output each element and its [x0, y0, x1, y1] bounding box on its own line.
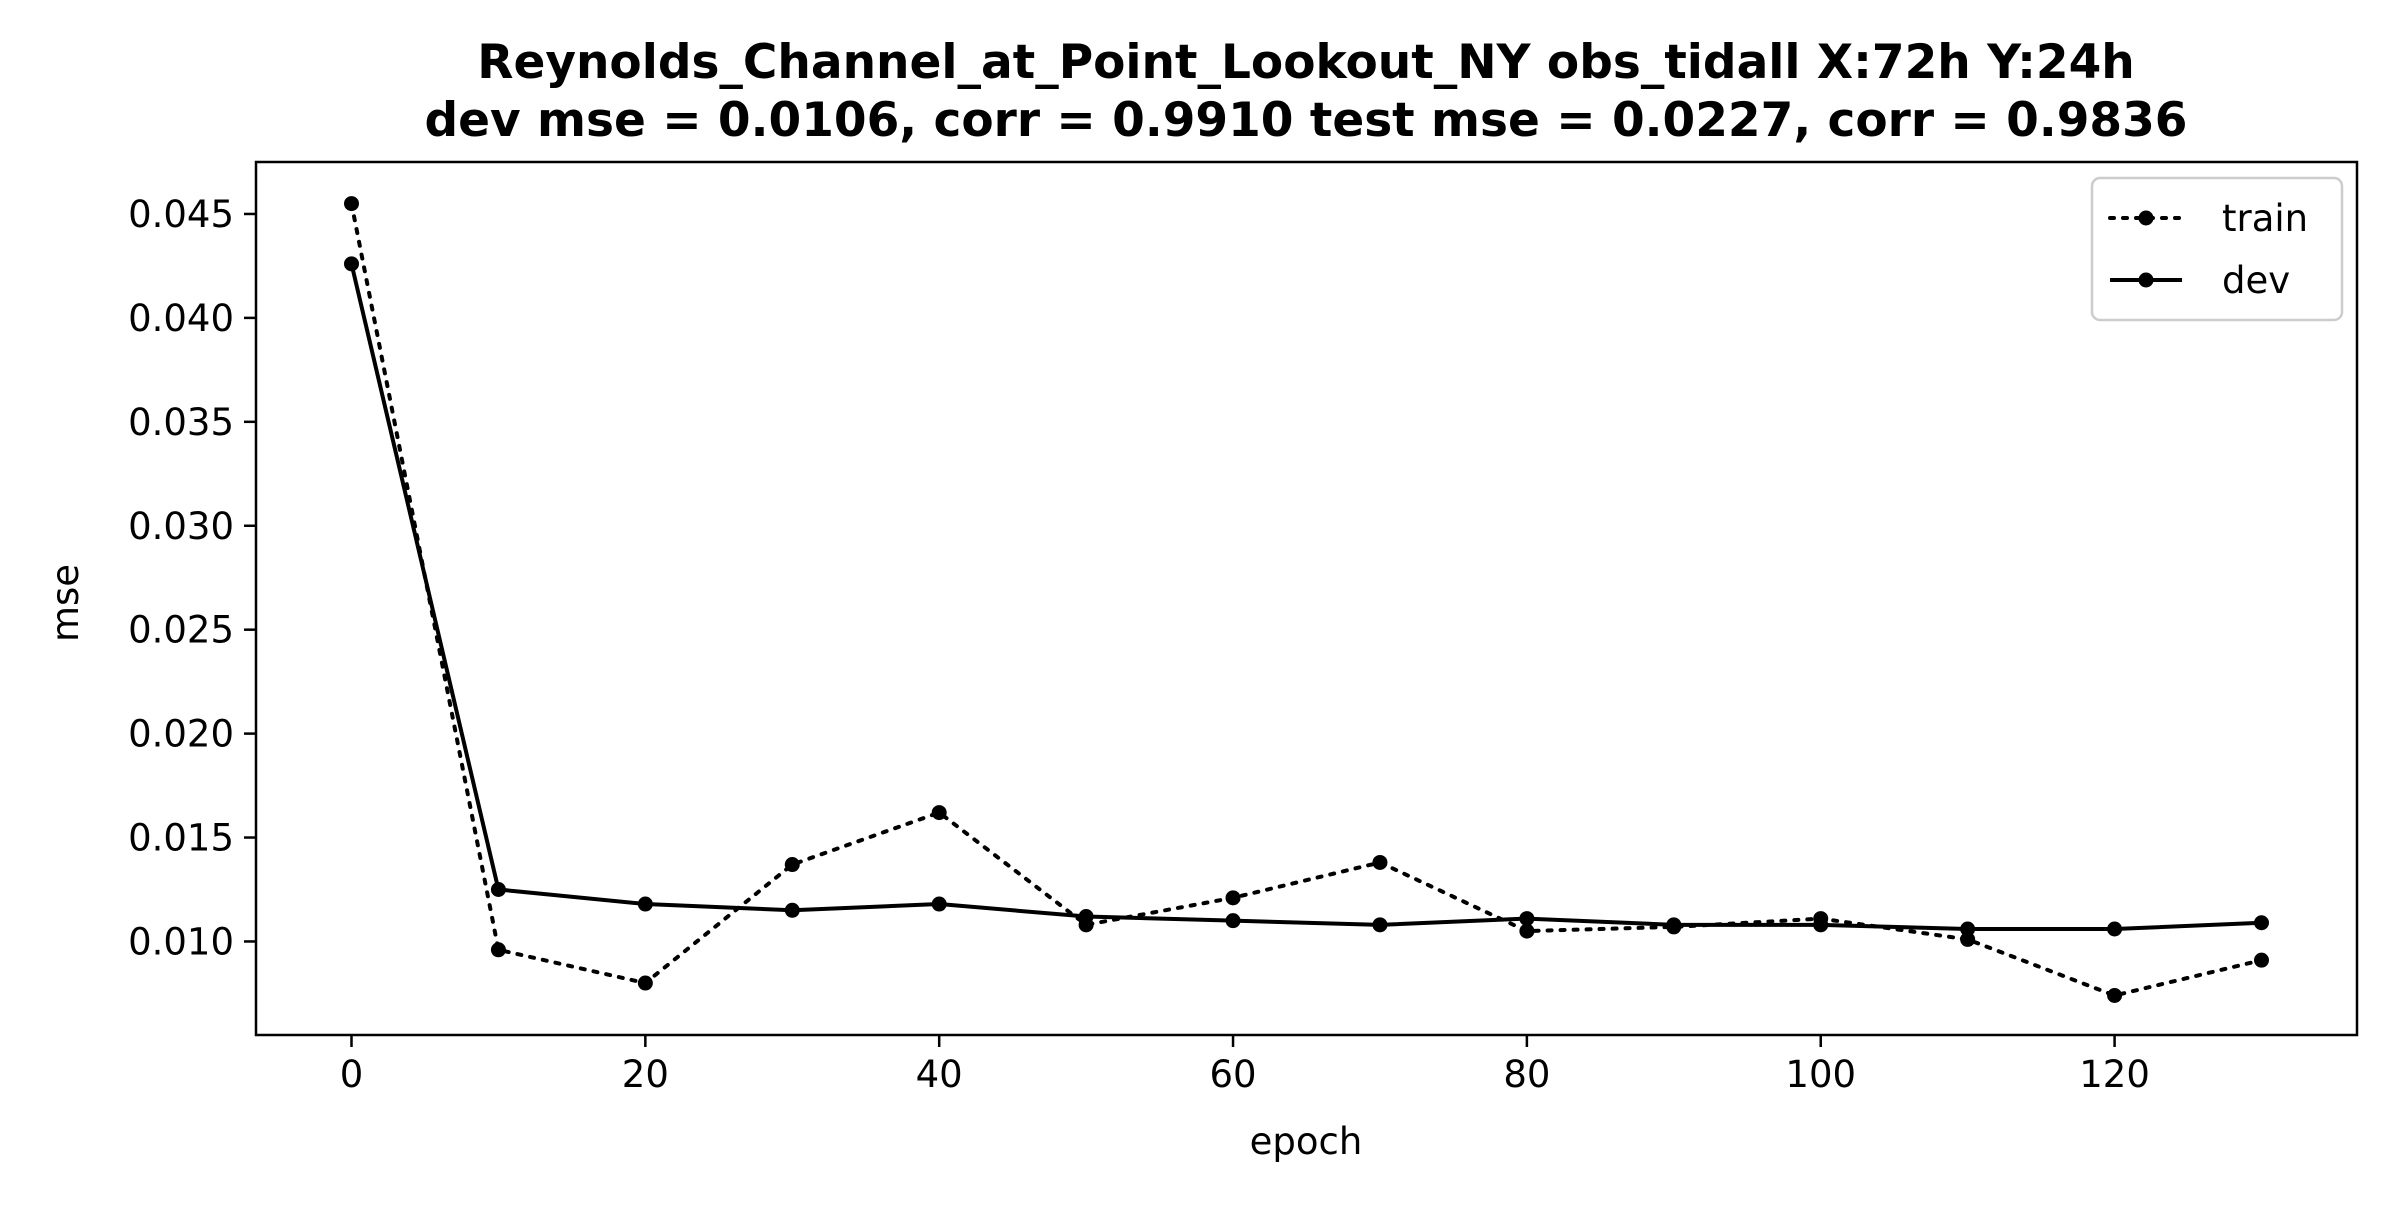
plot-area: 0 20 40 60 80 100 120 0.010 0.015 0.020 0.025 0.030…	[128, 160, 2359, 1096]
data-point-dev	[1225, 913, 1241, 929]
data-point-train	[1960, 931, 1976, 947]
legend-marker-train	[2138, 210, 2154, 226]
data-point-dev	[1813, 917, 1829, 933]
data-point-train	[1519, 923, 1535, 939]
x-tick-label: 0	[340, 1053, 364, 1096]
data-point-train	[1372, 854, 1388, 870]
data-point-dev	[2107, 921, 2123, 937]
y-tick-label: 0.030	[128, 505, 234, 548]
chart-subtitle: dev mse = 0.0106, corr = 0.9910 test mse…	[424, 93, 2187, 148]
x-tick-label: 120	[2079, 1053, 2150, 1096]
data-point-dev	[931, 896, 947, 912]
data-point-dev	[1960, 921, 1976, 937]
x-tick-label: 60	[1209, 1053, 1256, 1096]
legend: train dev	[2090, 176, 2344, 322]
data-point-train	[637, 975, 653, 991]
y-tick-label: 0.045	[128, 193, 234, 236]
y-tick-label: 0.015	[128, 817, 234, 860]
data-point-train	[784, 857, 800, 873]
legend-box	[2090, 176, 2344, 322]
legend-label-dev: dev	[2222, 259, 2290, 302]
series-line-train	[349, 201, 2264, 998]
data-point-train	[344, 196, 359, 212]
data-point-dev	[490, 882, 506, 897]
data-point-train	[2254, 952, 2269, 968]
axes-frame	[254, 160, 2359, 1037]
data-point-train	[1225, 890, 1241, 906]
data-point-train	[2107, 988, 2123, 1004]
y-tick-label: 0.035	[128, 401, 234, 444]
x-tick-label: 100	[1785, 1053, 1856, 1096]
data-point-dev	[1372, 917, 1388, 933]
x-tick-label: 20	[622, 1053, 669, 1096]
y-tick-label: 0.040	[128, 297, 234, 340]
y-tick-label: 0.010	[128, 920, 234, 963]
chart-title: Reynolds_Channel_at_Point_Lookout_NY obs…	[477, 35, 2134, 90]
data-point-dev	[784, 902, 800, 918]
x-axis-label: epoch	[1250, 1120, 1363, 1163]
data-point-dev	[1078, 909, 1094, 925]
data-point-dev	[637, 896, 653, 912]
legend-label-train: train	[2222, 197, 2308, 240]
data-point-train	[490, 942, 506, 958]
data-point-train	[931, 805, 947, 821]
legend-marker-dev	[2138, 272, 2154, 288]
series-line-dev	[349, 263, 2262, 931]
data-point-dev	[1519, 911, 1535, 927]
y-tick-label: 0.020	[128, 713, 234, 756]
x-tick-label: 80	[1503, 1053, 1550, 1096]
data-point-dev	[2254, 915, 2269, 931]
y-axis-label: mse	[44, 564, 87, 642]
x-tick-label: 40	[916, 1053, 963, 1096]
y-tick-label: 0.025	[128, 609, 234, 652]
data-point-dev	[1666, 917, 1682, 933]
data-point-dev	[344, 256, 359, 272]
